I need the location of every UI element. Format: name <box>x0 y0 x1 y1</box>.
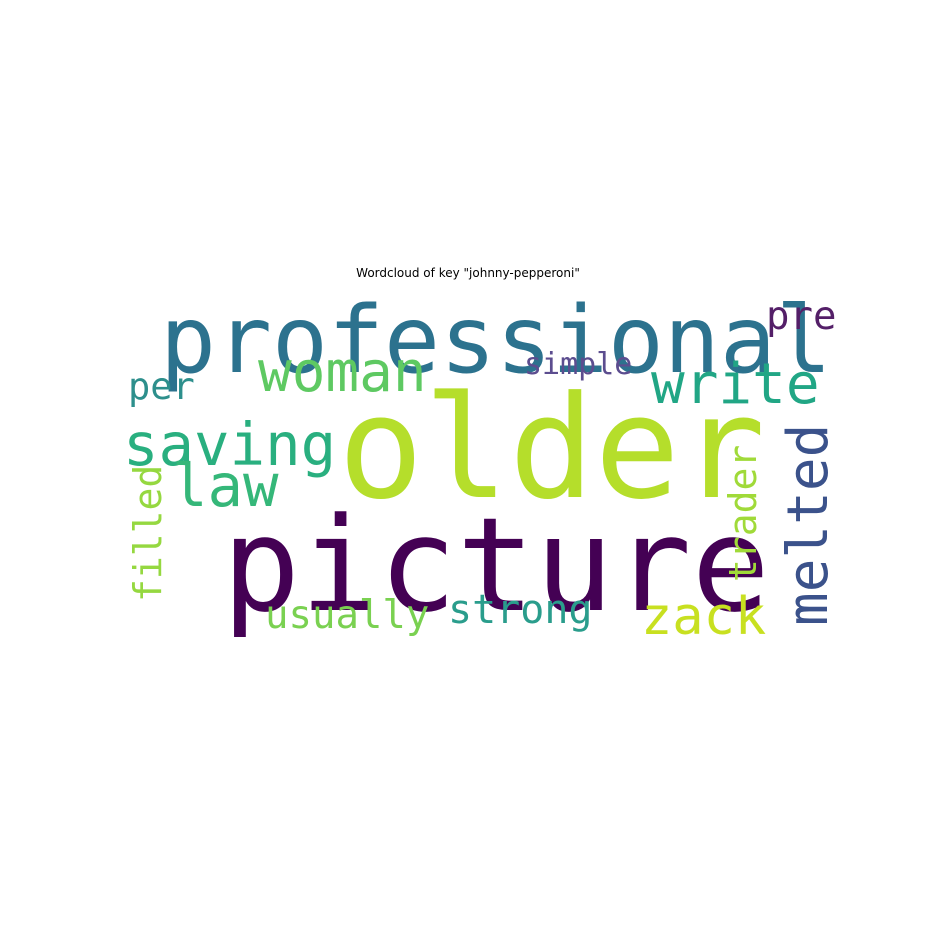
word-trader: trader <box>721 445 765 582</box>
word-law: law <box>172 451 279 520</box>
word-pre: pre <box>766 294 836 339</box>
word-picture: picture <box>222 489 770 641</box>
word-filled: filled <box>126 465 170 602</box>
word-woman: woman <box>258 340 427 405</box>
word-usually: usually <box>265 593 429 638</box>
word-professional: professional <box>160 286 832 394</box>
word-zack: zack <box>641 587 766 647</box>
chart-title: Wordcloud of key "johnny-pepperoni" <box>356 266 580 280</box>
word-strong: strong <box>448 587 593 633</box>
word-melted: melted <box>776 424 841 626</box>
word-per: per <box>128 365 195 408</box>
word-saving: saving <box>123 410 336 479</box>
word-older: older <box>338 366 765 531</box>
word-write: write <box>651 352 820 417</box>
word-simple: simple <box>524 347 632 382</box>
